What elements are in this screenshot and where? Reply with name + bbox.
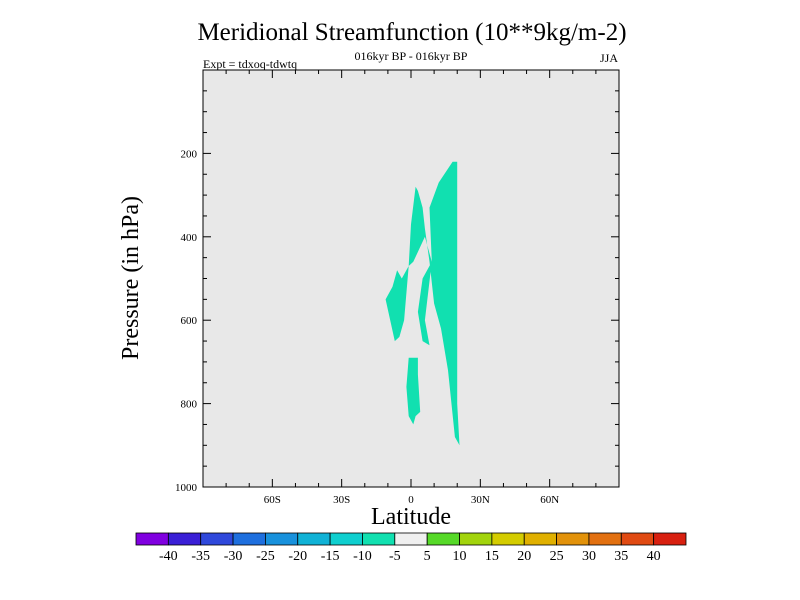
colorbar-box	[200, 532, 234, 546]
colorbar-label: 30	[582, 549, 596, 564]
colorbar-label: -20	[288, 549, 307, 564]
colorbar-label: -10	[353, 549, 372, 564]
colorbar-box	[653, 532, 687, 546]
y-tick-label: 200	[181, 148, 198, 160]
colorbar-box	[620, 532, 655, 546]
colorbar: -40 -35 -30 -25 -20 -15 -10 -5 5 10 15 20 25 30 35 40	[135, 532, 687, 564]
contour-regions	[385, 161, 460, 446]
colorbar-label: -25	[256, 549, 275, 564]
colorbar-label: 10	[453, 549, 467, 564]
colorbar-box	[491, 532, 525, 546]
y-tick-label: 1000	[175, 482, 198, 494]
colorbar-label: -35	[191, 549, 210, 564]
colorbar-box	[426, 532, 460, 546]
plot-frame	[202, 69, 620, 488]
x-tick-label: 30S	[333, 494, 350, 506]
x-tick-label: 60N	[540, 494, 559, 506]
y-tick-label: 400	[181, 232, 198, 244]
axis-ticks: 60S 30S 0 30N 60N 200 400 600 800 1000	[175, 70, 619, 506]
y-axis-label: Pressure (in hPa)	[118, 196, 144, 360]
colorbar-box	[556, 532, 590, 546]
colorbar-label: -5	[389, 549, 401, 564]
colorbar-box	[329, 532, 363, 546]
colorbar-label: 25	[550, 549, 564, 564]
colorbar-box	[588, 532, 622, 546]
colorbar-label: 5	[424, 549, 431, 564]
colorbar-box	[265, 532, 299, 546]
colorbar-label: -15	[321, 549, 340, 564]
colorbar-box	[362, 532, 396, 546]
colorbar-box	[297, 532, 331, 546]
colorbar-box	[135, 532, 169, 546]
colorbar-label: 35	[614, 549, 628, 564]
colorbar-label: 40	[647, 549, 661, 564]
colorbar-box	[232, 532, 266, 546]
colorbar-label: -40	[159, 549, 178, 564]
chart-subtitle-center: 016kyr BP - 016kyr BP	[355, 49, 468, 63]
colorbar-box	[523, 532, 557, 546]
contour-region-2	[406, 357, 421, 425]
x-tick-label: 0	[408, 494, 414, 506]
colorbar-label: 15	[485, 549, 499, 564]
chart-subtitle-left: Expt = tdxoq-tdwtq	[203, 57, 297, 71]
x-tick-label: 60S	[264, 494, 281, 506]
x-tick-label: 30N	[471, 494, 490, 506]
colorbar-label: -30	[224, 549, 243, 564]
plot-area	[203, 70, 619, 487]
colorbar-label: 20	[517, 549, 531, 564]
chart-subtitle-right: JJA	[600, 51, 618, 65]
y-tick-label: 800	[181, 399, 198, 411]
colorbar-box	[459, 532, 493, 546]
x-axis-label: Latitude	[371, 504, 451, 530]
chart-title: Meridional Streamfunction (10**9kg/m-2)	[197, 19, 626, 46]
colorbar-box	[394, 532, 428, 546]
y-tick-label: 600	[181, 315, 198, 327]
contour-region-1	[385, 161, 460, 446]
colorbar-box	[167, 532, 202, 546]
